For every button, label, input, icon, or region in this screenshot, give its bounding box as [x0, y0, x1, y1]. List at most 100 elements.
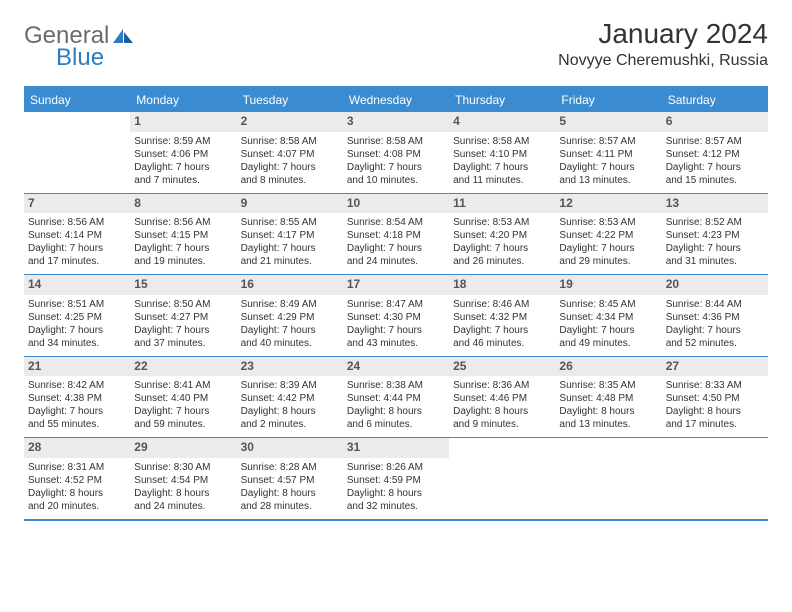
daylight-line1: Daylight: 7 hours [666, 161, 764, 174]
daylight-line1: Daylight: 7 hours [666, 324, 764, 337]
sunrise-text: Sunrise: 8:58 AM [347, 135, 445, 148]
day-number: 24 [343, 357, 449, 377]
daylight-line2: and 19 minutes. [134, 255, 232, 268]
sunset-text: Sunset: 4:34 PM [559, 311, 657, 324]
week-row: 28Sunrise: 8:31 AMSunset: 4:52 PMDayligh… [24, 437, 768, 519]
sunset-text: Sunset: 4:44 PM [347, 392, 445, 405]
sunset-text: Sunset: 4:07 PM [241, 148, 339, 161]
week-row: 1Sunrise: 8:59 AMSunset: 4:06 PMDaylight… [24, 112, 768, 193]
sunset-text: Sunset: 4:57 PM [241, 474, 339, 487]
daylight-line2: and 8 minutes. [241, 174, 339, 187]
day-cell: 30Sunrise: 8:28 AMSunset: 4:57 PMDayligh… [237, 438, 343, 519]
sunset-text: Sunset: 4:48 PM [559, 392, 657, 405]
week-row: 14Sunrise: 8:51 AMSunset: 4:25 PMDayligh… [24, 274, 768, 356]
sunset-text: Sunset: 4:54 PM [134, 474, 232, 487]
page-title: January 2024 [558, 18, 768, 50]
daylight-line1: Daylight: 7 hours [347, 161, 445, 174]
daylight-line2: and 10 minutes. [347, 174, 445, 187]
sunrise-text: Sunrise: 8:57 AM [559, 135, 657, 148]
sunrise-text: Sunrise: 8:47 AM [347, 298, 445, 311]
daylight-line1: Daylight: 7 hours [559, 161, 657, 174]
daylight-line2: and 9 minutes. [453, 418, 551, 431]
daylight-line2: and 13 minutes. [559, 174, 657, 187]
daylight-line2: and 20 minutes. [28, 500, 126, 513]
day-number: 17 [343, 275, 449, 295]
sunset-text: Sunset: 4:50 PM [666, 392, 764, 405]
daylight-line2: and 21 minutes. [241, 255, 339, 268]
daylight-line2: and 13 minutes. [559, 418, 657, 431]
day-cell: 29Sunrise: 8:30 AMSunset: 4:54 PMDayligh… [130, 438, 236, 519]
sunrise-text: Sunrise: 8:52 AM [666, 216, 764, 229]
sunrise-text: Sunrise: 8:59 AM [134, 135, 232, 148]
weekday-header: Sunday [24, 88, 130, 112]
day-number: 3 [343, 112, 449, 132]
sunrise-text: Sunrise: 8:55 AM [241, 216, 339, 229]
daylight-line1: Daylight: 7 hours [453, 242, 551, 255]
day-cell: 4Sunrise: 8:58 AMSunset: 4:10 PMDaylight… [449, 112, 555, 193]
day-number: 23 [237, 357, 343, 377]
empty-cell [662, 438, 768, 519]
sunrise-text: Sunrise: 8:26 AM [347, 461, 445, 474]
daylight-line1: Daylight: 7 hours [453, 324, 551, 337]
sunset-text: Sunset: 4:29 PM [241, 311, 339, 324]
day-number: 1 [130, 112, 236, 132]
day-number: 9 [237, 194, 343, 214]
daylight-line2: and 40 minutes. [241, 337, 339, 350]
weekday-header: Tuesday [237, 88, 343, 112]
daylight-line2: and 32 minutes. [347, 500, 445, 513]
sunrise-text: Sunrise: 8:33 AM [666, 379, 764, 392]
sunrise-text: Sunrise: 8:46 AM [453, 298, 551, 311]
daylight-line2: and 52 minutes. [666, 337, 764, 350]
sunrise-text: Sunrise: 8:41 AM [134, 379, 232, 392]
day-cell: 3 Sunrise: 8:58 AMSunset: 4:08 PMDaylight… [343, 112, 449, 193]
weekday-header: Friday [555, 88, 661, 112]
daylight-line1: Daylight: 7 hours [347, 242, 445, 255]
sunrise-text: Sunrise: 8:35 AM [559, 379, 657, 392]
daylight-line2: and 7 minutes. [134, 174, 232, 187]
sunset-text: Sunset: 4:25 PM [28, 311, 126, 324]
weekday-header: Monday [130, 88, 236, 112]
day-cell: 10Sunrise: 8:54 AMSunset: 4:18 PMDayligh… [343, 194, 449, 275]
sunrise-text: Sunrise: 8:42 AM [28, 379, 126, 392]
day-number: 31 [343, 438, 449, 458]
day-number: 30 [237, 438, 343, 458]
daylight-line2: and 28 minutes. [241, 500, 339, 513]
sunset-text: Sunset: 4:08 PM [347, 148, 445, 161]
daylight-line1: Daylight: 7 hours [134, 324, 232, 337]
day-number: 26 [555, 357, 661, 377]
sunrise-text: Sunrise: 8:58 AM [453, 135, 551, 148]
day-number: 2 [237, 112, 343, 132]
daylight-line2: and 31 minutes. [666, 255, 764, 268]
day-cell: 8Sunrise: 8:56 AMSunset: 4:15 PMDaylight… [130, 194, 236, 275]
logo: General Blue [24, 22, 135, 72]
sunrise-text: Sunrise: 8:44 AM [666, 298, 764, 311]
daylight-line2: and 11 minutes. [453, 174, 551, 187]
day-number: 15 [130, 275, 236, 295]
day-cell: 17Sunrise: 8:47 AMSunset: 4:30 PMDayligh… [343, 275, 449, 356]
daylight-line1: Daylight: 7 hours [666, 242, 764, 255]
daylight-line1: Daylight: 8 hours [347, 487, 445, 500]
day-cell: 15Sunrise: 8:50 AMSunset: 4:27 PMDayligh… [130, 275, 236, 356]
daylight-line2: and 17 minutes. [666, 418, 764, 431]
daylight-line2: and 15 minutes. [666, 174, 764, 187]
sunrise-text: Sunrise: 8:36 AM [453, 379, 551, 392]
day-cell: 25Sunrise: 8:36 AMSunset: 4:46 PMDayligh… [449, 357, 555, 438]
daylight-line1: Daylight: 8 hours [134, 487, 232, 500]
day-number: 27 [662, 357, 768, 377]
daylight-line1: Daylight: 7 hours [241, 242, 339, 255]
daylight-line1: Daylight: 7 hours [134, 161, 232, 174]
daylight-line2: and 34 minutes. [28, 337, 126, 350]
daylight-line1: Daylight: 8 hours [28, 487, 126, 500]
day-number: 20 [662, 275, 768, 295]
daylight-line1: Daylight: 7 hours [28, 242, 126, 255]
daylight-line1: Daylight: 7 hours [559, 242, 657, 255]
sunset-text: Sunset: 4:22 PM [559, 229, 657, 242]
sunset-text: Sunset: 4:42 PM [241, 392, 339, 405]
location-subtitle: Novyye Cheremushki, Russia [558, 52, 768, 70]
day-number: 22 [130, 357, 236, 377]
day-number: 11 [449, 194, 555, 214]
sunrise-text: Sunrise: 8:54 AM [347, 216, 445, 229]
day-cell: 16Sunrise: 8:49 AMSunset: 4:29 PMDayligh… [237, 275, 343, 356]
sunset-text: Sunset: 4:38 PM [28, 392, 126, 405]
day-cell: 31Sunrise: 8:26 AMSunset: 4:59 PMDayligh… [343, 438, 449, 519]
